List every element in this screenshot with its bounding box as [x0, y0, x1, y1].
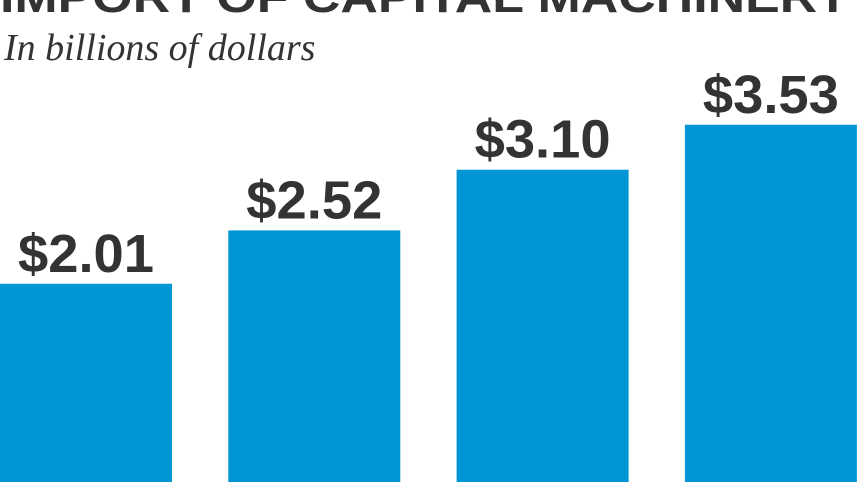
bar: [456, 169, 629, 482]
bar: [228, 230, 401, 482]
chart-subtitle: In billions of dollars: [3, 27, 315, 69]
bar: [684, 124, 857, 482]
value-label: $2.52: [246, 170, 382, 230]
value-label: $2.01: [18, 224, 154, 284]
value-label: $3.53: [703, 65, 839, 125]
value-label: $3.10: [475, 110, 611, 170]
chart-title: IMPORT OF CAPITAL MACHINERY: [0, 0, 850, 22]
bar: [0, 283, 172, 482]
